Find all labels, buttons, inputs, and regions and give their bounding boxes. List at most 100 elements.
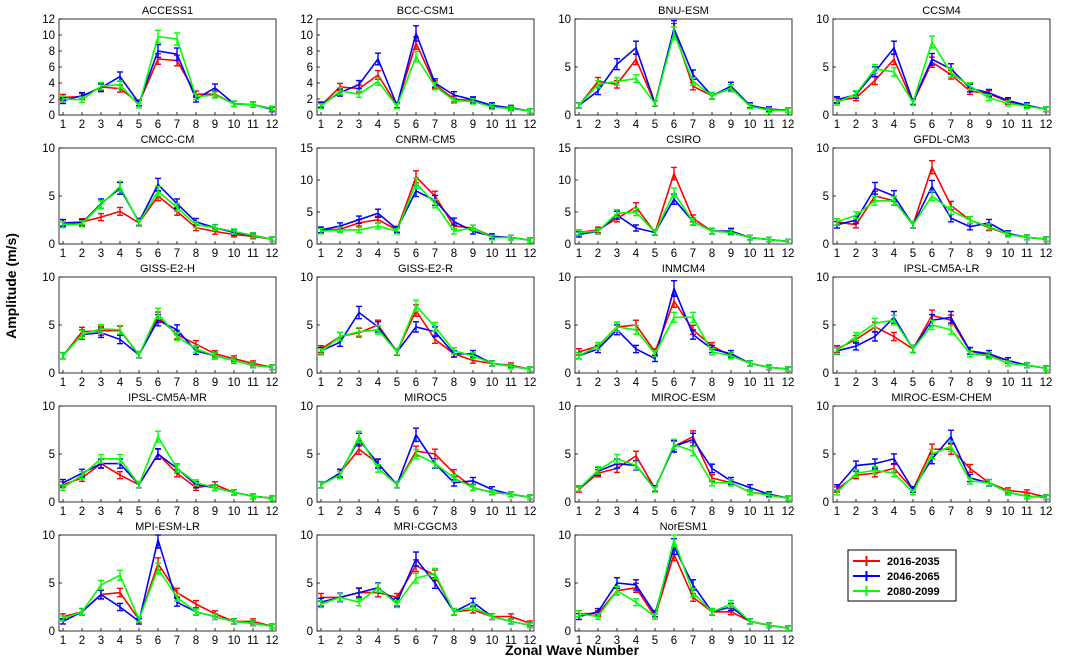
data-point: [155, 448, 161, 460]
data-point: [834, 99, 840, 106]
data-point: [60, 484, 66, 492]
subplot-title: MRI-CGCM3: [394, 521, 458, 533]
data-point: [929, 35, 935, 49]
data-point: [709, 479, 715, 487]
series-line: [836, 194, 1047, 240]
data-point: [269, 236, 275, 243]
x-tick-label: 7: [690, 248, 696, 260]
data-point: [834, 489, 840, 496]
x-tick-label: 3: [356, 635, 362, 647]
data-point: [193, 608, 199, 616]
x-tick-label: 6: [929, 377, 935, 389]
data-point: [432, 567, 438, 580]
data-point: [375, 324, 381, 335]
series-2016-2035: [318, 170, 533, 244]
x-tick-label: 3: [98, 506, 104, 518]
y-tick-label: 10: [816, 14, 829, 26]
data-point: [614, 208, 620, 218]
x-tick-label: 3: [356, 248, 362, 260]
x-tick-label: 4: [375, 506, 382, 518]
x-tick-label: 7: [432, 506, 438, 518]
data-point: [413, 321, 419, 333]
series-line: [578, 191, 789, 243]
data-point: [614, 585, 620, 596]
series-line: [578, 443, 789, 499]
data-point: [155, 307, 161, 320]
series-line: [320, 433, 531, 498]
x-tick-label: 8: [451, 119, 457, 131]
x-tick-label: 10: [228, 119, 241, 131]
data-point: [891, 40, 897, 56]
x-tick-label: 9: [986, 377, 992, 389]
series-2080-2099: [60, 562, 275, 630]
series-2046-2065: [834, 179, 1049, 243]
series-line: [320, 40, 531, 112]
x-tick-label: 9: [986, 119, 992, 131]
y-tick-label: 0: [49, 626, 55, 638]
series-2080-2099: [576, 438, 791, 501]
x-tick-label: 9: [728, 119, 734, 131]
series-2080-2099: [834, 35, 1049, 113]
x-tick-label: 10: [486, 635, 499, 647]
series-2016-2035: [576, 22, 791, 114]
series-line: [320, 572, 531, 627]
data-point: [576, 352, 582, 360]
data-point: [785, 107, 791, 114]
x-tick-label: 1: [60, 377, 66, 389]
legend-label-1: 2046-2065: [887, 571, 940, 583]
y-tick-label: 10: [558, 401, 571, 413]
x-tick-label: 11: [247, 248, 259, 260]
data-point: [413, 572, 419, 584]
data-point: [766, 107, 772, 114]
x-tick-label: 9: [212, 635, 218, 647]
series-2080-2099: [576, 311, 791, 372]
x-tick-label: 6: [671, 635, 677, 647]
x-tick-label: 10: [744, 506, 757, 518]
data-point: [508, 618, 514, 625]
y-tick-label: 0: [307, 626, 313, 638]
x-tick-label: 10: [744, 377, 757, 389]
x-tick-label: 12: [1040, 377, 1053, 389]
data-point: [413, 551, 419, 567]
data-point: [117, 587, 123, 598]
x-tick-label: 8: [709, 119, 715, 131]
series-line: [62, 434, 273, 499]
x-tick-label: 4: [633, 635, 640, 647]
x-tick-label: 7: [948, 248, 954, 260]
data-point: [269, 364, 275, 371]
x-tick-label: 11: [763, 377, 775, 389]
y-tick-label: 10: [300, 30, 313, 42]
subplot-title: CCSM4: [922, 5, 961, 17]
data-point: [766, 364, 772, 371]
x-tick-label: 3: [872, 119, 878, 131]
data-point: [212, 484, 218, 492]
data-point: [337, 226, 343, 234]
data-point: [117, 180, 123, 193]
data-point: [375, 76, 381, 86]
data-point: [948, 310, 954, 324]
data-point: [709, 227, 715, 235]
series-2046-2065: [60, 448, 275, 502]
x-tick-label: 1: [834, 119, 840, 131]
data-point: [394, 481, 400, 489]
x-tick-label: 3: [356, 506, 362, 518]
data-point: [250, 232, 256, 239]
x-tick-label: 10: [486, 119, 499, 131]
data-point: [1005, 100, 1011, 107]
data-point: [489, 103, 495, 111]
data-point: [508, 491, 514, 498]
x-tick-label: 9: [986, 248, 992, 260]
x-tick-label: 8: [193, 506, 199, 518]
x-tick-label: 5: [136, 635, 142, 647]
series-2080-2099: [834, 190, 1049, 243]
series-line: [320, 557, 531, 627]
x-tick-label: 8: [193, 635, 199, 647]
series-line: [320, 30, 531, 112]
x-tick-label: 1: [576, 635, 582, 647]
data-point: [375, 208, 381, 219]
data-point: [212, 224, 218, 232]
y-tick-label: 0: [823, 239, 829, 251]
y-tick-label: 10: [300, 175, 313, 187]
